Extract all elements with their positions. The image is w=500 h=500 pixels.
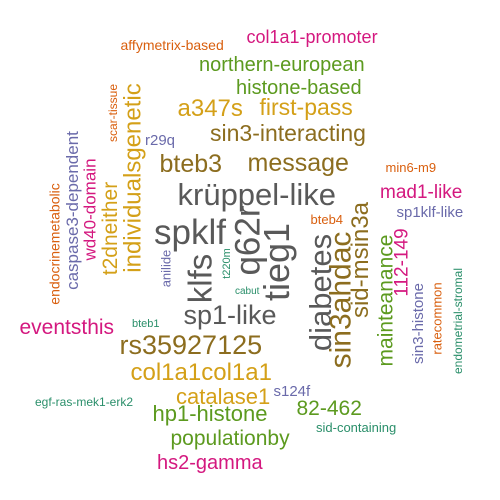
word-col1a1col1a1: col1a1col1a1 xyxy=(130,359,272,386)
word-individualsgenetic: individualsgenetic xyxy=(119,83,147,273)
word-112-149: 112-149 xyxy=(391,227,413,297)
word-sin3-interacting: sin3-interacting xyxy=(210,119,366,146)
word-eventsthis: eventsthis xyxy=(19,315,115,339)
word-affymetrix-based: affymetrix-based xyxy=(120,37,224,53)
word-first-pass: first-pass xyxy=(259,93,353,120)
word-ratecommon: ratecommon xyxy=(429,281,445,355)
word-hp1-histone: hp1-histone xyxy=(152,401,268,426)
word-hs2-gamma: hs2-gamma xyxy=(157,452,263,474)
word-histone-based: histone-based xyxy=(236,77,362,99)
word-wd40-domain: wd40-domain xyxy=(80,157,100,261)
word-bteb3: bteb3 xyxy=(159,149,223,178)
word-anilide: anilide xyxy=(158,249,174,287)
word-col1a1-promoter: col1a1-promoter xyxy=(246,27,378,47)
word-a347s: a347s xyxy=(177,95,243,122)
word-endometrial-stromal: endometrial-stromal xyxy=(451,267,466,375)
word-spklf: spklf xyxy=(154,212,226,252)
word-sp1-like: sp1-like xyxy=(183,299,277,330)
word-sid-msin3a: sid-msin3a xyxy=(347,201,375,319)
word-bteb1: bteb1 xyxy=(132,317,160,330)
word-t2dneither: t2dneither xyxy=(98,181,122,275)
word-rs35927125: rs35927125 xyxy=(119,329,263,360)
word-r29q: r29q xyxy=(145,131,176,149)
word-s124f: s124f xyxy=(273,382,311,400)
word-egf-ras-mek1-erk2: egf-ras-mek1-erk2 xyxy=(35,395,134,409)
word-mad1-like: mad1-like xyxy=(380,181,463,203)
word-sp1klf-like: sp1klf-like xyxy=(396,203,464,221)
word-sin3-histone: sin3-histone xyxy=(409,282,427,364)
word-82-462: 82-462 xyxy=(296,396,362,420)
word-klfs: klfs xyxy=(181,253,219,303)
word-northern-european: northern-european xyxy=(199,54,365,76)
word-message: message xyxy=(247,148,349,177)
word-tieg1: tieg1 xyxy=(256,222,298,302)
word-bteb4: bteb4 xyxy=(310,211,344,227)
word-min6-m9: min6-m9 xyxy=(385,159,437,175)
word-krppel-like: krüppel-like xyxy=(177,176,337,212)
word-scar-tissue: scar-tissue xyxy=(106,83,121,143)
word-caspase3-dependent: caspase3-dependent xyxy=(62,130,82,290)
word-populationby: populationby xyxy=(170,426,290,450)
word-t220m: t220m xyxy=(220,247,233,279)
word-cabut: cabut xyxy=(235,286,260,297)
word-endocrinemetabolic: endocrinemetabolic xyxy=(46,183,63,305)
word-sid-containing: sid-containing xyxy=(316,419,397,435)
word-catalase1: catalase1 xyxy=(176,384,271,409)
